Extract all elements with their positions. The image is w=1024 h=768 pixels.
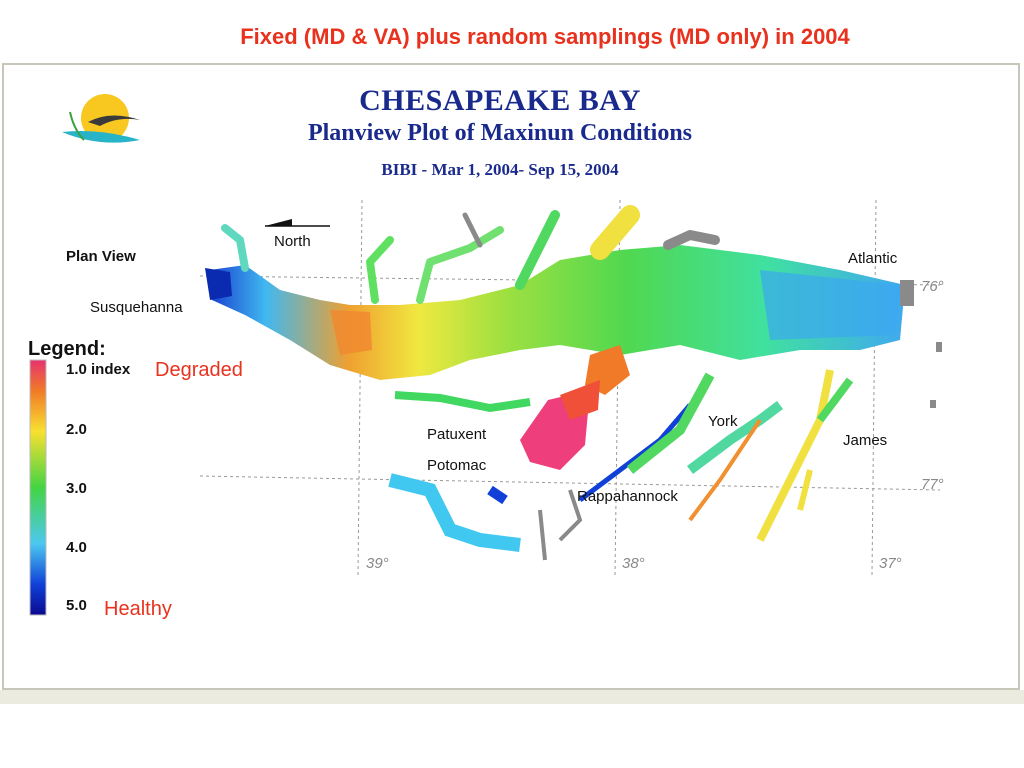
figure-subtitle: Planview Plot of Maxinun Conditions <box>307 120 693 146</box>
figure-metric: BIBI - Mar 1, 2004- Sep 15, 2004 <box>381 160 619 179</box>
legend-colorbar <box>29 359 47 616</box>
slide-title: Fixed (MD & VA) plus random samplings (M… <box>240 24 850 49</box>
atlantic-land <box>900 280 942 408</box>
lon-37-label: 37° <box>879 555 902 572</box>
north-arrow-icon <box>265 219 330 227</box>
north-tributaries <box>221 205 720 304</box>
atlantic-label: Atlantic <box>848 250 898 267</box>
legend-title: Legend: <box>28 338 106 360</box>
north-label: North <box>274 233 311 250</box>
patuxent-label: Patuxent <box>427 426 487 443</box>
potomac-river <box>388 473 547 561</box>
legend-tick: 3.0 <box>66 480 87 497</box>
logo-icon <box>62 94 140 143</box>
york-river <box>687 401 783 522</box>
susquehanna-label: Susquehanna <box>90 299 183 316</box>
healthy-label: Healthy <box>104 598 172 620</box>
legend-tick: 2.0 <box>66 421 87 438</box>
legend-tick: 4.0 <box>66 539 87 556</box>
james-label: James <box>843 432 888 449</box>
lon-38-label: 38° <box>622 555 645 572</box>
potomac-label: Potomac <box>427 457 487 474</box>
lon-39-label: 39° <box>366 555 389 572</box>
degraded-zone <box>520 345 630 470</box>
plan-view-label: Plan View <box>66 248 136 265</box>
lat-77-label: 77° <box>921 476 944 493</box>
legend-tick: 5.0 <box>66 597 87 614</box>
figure-title: CHESAPEAKE BAY <box>359 84 641 117</box>
rappahannock-label: Rappahannock <box>577 488 678 505</box>
frame-shadow <box>0 690 1024 704</box>
legend-tick: 1.0 index <box>66 361 131 378</box>
degraded-label: Degraded <box>155 359 243 381</box>
patuxent-river <box>394 391 531 413</box>
rappahannock-river <box>558 372 715 542</box>
james-river <box>756 369 854 542</box>
york-label: York <box>708 413 738 430</box>
lat-76-label: 76° <box>921 278 944 295</box>
bay-main-body <box>205 245 905 380</box>
figure-frame <box>2 63 1020 690</box>
